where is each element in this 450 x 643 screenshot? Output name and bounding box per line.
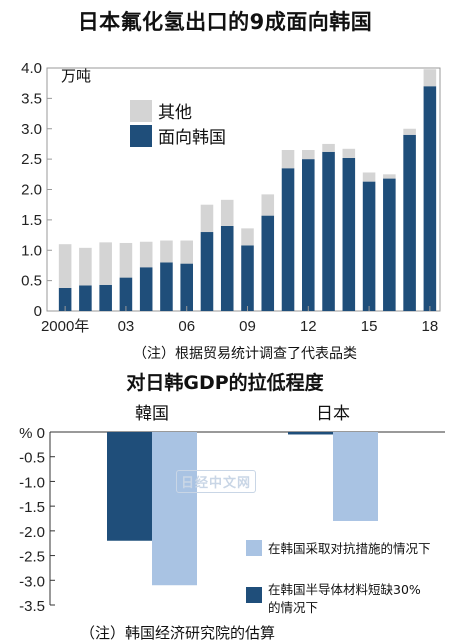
legend-swatch-shortage [246, 587, 262, 603]
y-tick-label: 1.5 [21, 212, 42, 229]
bar-other [220, 199, 234, 226]
chart1-title: 日本氟化氢出口的9成面向韩国 [77, 10, 373, 34]
bar-korea [261, 215, 275, 311]
bar-other [403, 128, 416, 135]
y-tick-label: -1.5 [19, 499, 45, 516]
x-tick-label: 2000年 [41, 318, 89, 335]
y-tick-label: 2.5 [21, 151, 42, 168]
x-tick-label: 03 [118, 318, 135, 335]
bar-other [99, 242, 112, 285]
y-tick-label: 2.0 [21, 182, 42, 199]
bar-korea [180, 263, 193, 311]
y-tick-label: -1.0 [19, 474, 45, 491]
bar-other [261, 194, 275, 216]
x-tick-label: 06 [178, 318, 195, 335]
x-tick-label: 12 [300, 318, 317, 335]
x-tick-label: 09 [239, 318, 256, 335]
bar-korea [139, 267, 153, 311]
legend-swatch-korea [130, 125, 152, 147]
legend-label-shortage-cont: 的情况下 [268, 600, 318, 615]
bar-other [423, 69, 437, 87]
y-tick-label: 1.0 [21, 242, 42, 259]
bar-countermeasure [152, 432, 197, 586]
bar-other [342, 148, 356, 158]
watermark: 日经中文网 [176, 470, 257, 493]
chart1-note: （注）根据贸易统计调查了代表品类 [133, 346, 357, 362]
bar-korea [423, 86, 437, 311]
bar-korea [58, 287, 72, 311]
y-tick-label: -2.5 [19, 549, 45, 566]
legend-label-shortage: 在韩国半导体材料短缺30% [268, 582, 421, 597]
bar-other [139, 241, 153, 268]
bar-korea [241, 245, 254, 311]
legend-label-other: 其他 [158, 103, 192, 123]
y-tick-label: 3.0 [21, 121, 42, 138]
bar-korea [79, 285, 92, 311]
bar-korea [160, 262, 173, 311]
chart2-plot: % 0 -0.5 -1.0 -1.5 -2.0 -2.5 -3.0 -3.5 韓国 日本在韩国采取… [19, 404, 445, 615]
chart2-title: 对日韩GDP的拉低程度 [126, 372, 324, 394]
y-tick-label: -3.0 [19, 573, 45, 590]
chart1-unit: 万吨 [61, 67, 91, 85]
bar-shortage [107, 432, 152, 541]
bar-other [180, 240, 193, 264]
bar-korea [200, 232, 214, 311]
bar-other [241, 228, 254, 246]
category-label: 日本 [316, 404, 350, 424]
bar-other [160, 240, 173, 263]
bar-other [200, 204, 214, 233]
bar-other [79, 247, 92, 286]
legend-label-korea: 面向韩国 [158, 128, 226, 148]
bar-korea [342, 157, 356, 311]
bar-other [362, 172, 376, 182]
legend-swatch-countermeasure [246, 540, 262, 556]
bar-korea [383, 178, 396, 311]
bar-korea [119, 277, 133, 311]
bar-korea [322, 151, 335, 311]
bar-korea [99, 284, 112, 311]
bar-korea [281, 168, 295, 311]
y-tick-label: -0.5 [19, 450, 45, 467]
y-tick-label: -2.0 [19, 524, 45, 541]
legend-swatch-other [130, 100, 152, 122]
bar-other [383, 174, 396, 179]
chart1-plot: 0 0.5 1.0 1.5 2.0 2.5 3.0 3.5 4.0 万吨 2000年 03 06 09 12… [21, 60, 441, 335]
bar-korea [302, 159, 315, 311]
y-tick-label: 3.5 [21, 90, 42, 107]
bar-other [281, 150, 295, 169]
bar-shortage [288, 432, 333, 435]
bar-korea [403, 134, 416, 311]
bar-other [58, 244, 72, 288]
bar-other [322, 143, 335, 152]
x-tick-label: 15 [361, 318, 378, 335]
bar-other [302, 150, 315, 160]
y-tick-label: 0 [34, 303, 42, 320]
bar-korea [220, 225, 234, 311]
bar-korea [362, 181, 376, 311]
bar-other [119, 242, 133, 278]
y-tick-label: 4.0 [21, 60, 42, 77]
bar-countermeasure [333, 432, 378, 521]
y-tick-label: % 0 [19, 425, 45, 442]
y-tick-label: -3.5 [19, 598, 45, 615]
category-label: 韓国 [135, 404, 169, 424]
y-tick-label: 0.5 [21, 273, 42, 290]
legend-label-countermeasure: 在韩国采取对抗措施的情况下 [268, 541, 431, 556]
x-tick-label: 18 [422, 318, 439, 335]
chart2-note: （注）韩国经济研究院的估算 [80, 624, 276, 642]
